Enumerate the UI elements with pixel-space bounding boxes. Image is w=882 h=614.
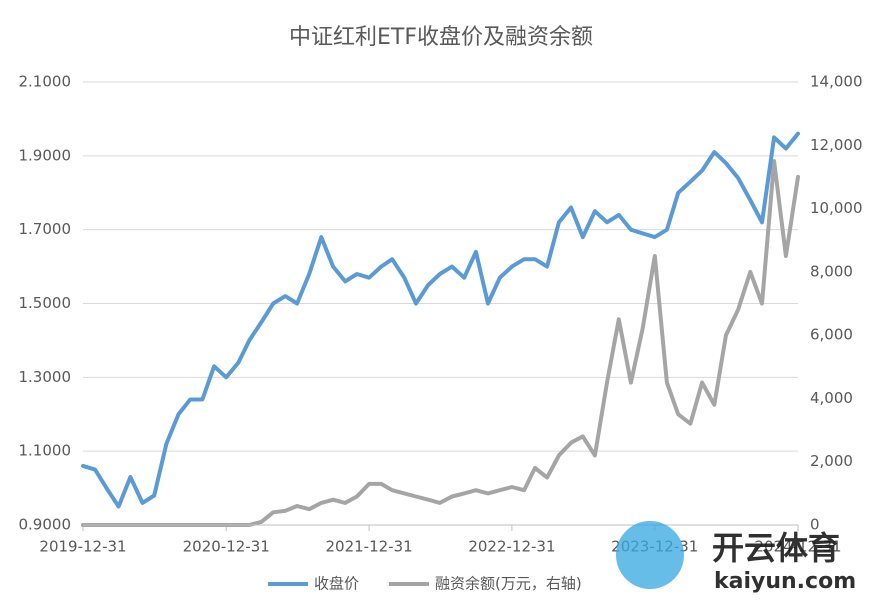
x-tick-label: 2022-12-31	[468, 538, 555, 556]
y2-tick-label: 2,000	[810, 452, 853, 470]
x-tick-label: 2021-12-31	[325, 538, 412, 556]
legend-label: 收盘价	[314, 575, 359, 593]
y-tick-label: 1.5000	[19, 294, 72, 312]
y-tick-label: 1.3000	[19, 368, 72, 386]
watermark-logo	[616, 521, 684, 589]
watermark: 开云体育 kaiyun.com	[616, 521, 856, 594]
y2-tick-label: 8,000	[810, 262, 853, 280]
y-tick-label: 1.7000	[19, 220, 72, 238]
watermark-site: kaiyun.com	[714, 569, 856, 594]
watermark-brand: 开云体育	[712, 529, 840, 567]
x-tick-label: 2019-12-31	[39, 538, 126, 556]
y2-tick-label: 12,000	[810, 136, 863, 154]
legend-label: 融资余额(万元，右轴)	[435, 575, 582, 593]
series-line	[81, 131, 800, 509]
y2-tick-label: 0	[810, 516, 820, 534]
y2-tick-label: 6,000	[810, 326, 853, 344]
x-tick-label: 2024-12-31	[754, 538, 841, 556]
x-tick-label: 2020-12-31	[183, 538, 270, 556]
y-tick-label: 0.9000	[19, 516, 72, 534]
y-tick-label: 2.1000	[19, 73, 72, 91]
y2-tick-label: 4,000	[810, 389, 853, 407]
y2-tick-label: 10,000	[810, 199, 863, 217]
y-tick-label: 1.9000	[19, 146, 72, 164]
y-tick-label: 1.1000	[19, 442, 72, 460]
y2-tick-label: 14,000	[810, 73, 863, 91]
chart-title: 中证红利ETF收盘价及融资余额	[289, 25, 593, 50]
